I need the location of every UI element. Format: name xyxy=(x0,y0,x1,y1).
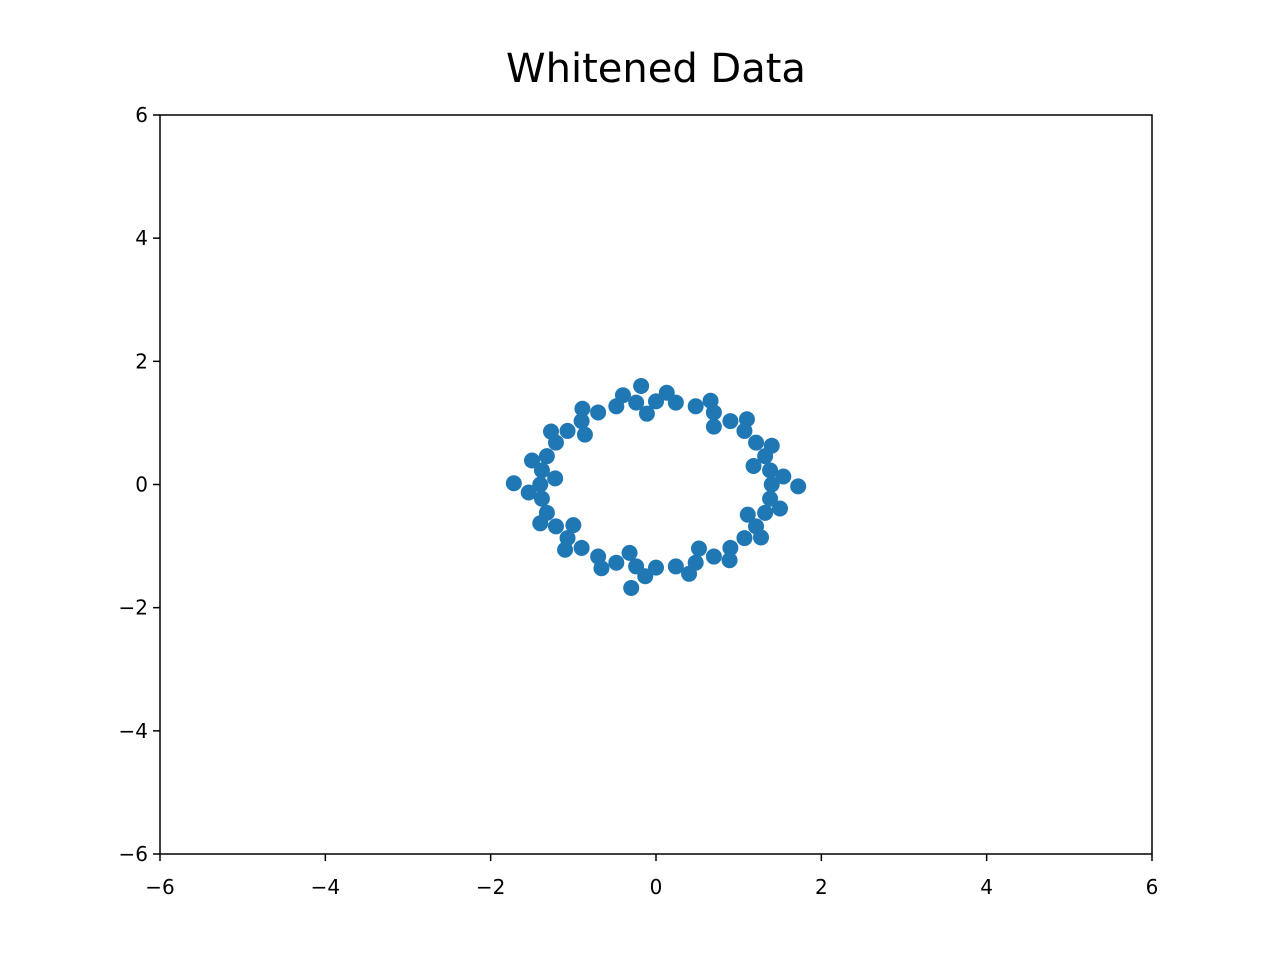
point xyxy=(638,405,655,422)
x-tick-label: 0 xyxy=(650,875,663,899)
y-tick-label: −2 xyxy=(119,596,148,620)
x-tick-label: −2 xyxy=(476,875,505,899)
y-tick-label: 2 xyxy=(135,349,148,373)
point xyxy=(573,413,590,430)
plot-frame xyxy=(159,114,1153,855)
point xyxy=(547,518,564,535)
point xyxy=(690,540,707,557)
point xyxy=(614,387,631,404)
point xyxy=(752,529,769,546)
point xyxy=(505,475,522,492)
x-tick-label: −4 xyxy=(311,875,340,899)
point xyxy=(574,400,591,417)
point xyxy=(757,504,774,521)
point xyxy=(637,568,654,585)
x-tick-label: 6 xyxy=(1146,875,1159,899)
point xyxy=(628,394,645,411)
y-tick-label: 0 xyxy=(135,473,148,497)
point xyxy=(590,404,607,421)
point xyxy=(748,434,765,451)
x-tick-label: −6 xyxy=(145,875,174,899)
point xyxy=(524,452,540,469)
point xyxy=(722,539,739,556)
point xyxy=(721,552,738,569)
point xyxy=(705,548,722,565)
x-tick-label: 2 xyxy=(815,875,828,899)
point xyxy=(658,384,675,401)
point xyxy=(702,392,719,409)
point xyxy=(705,418,722,435)
point xyxy=(576,426,593,443)
point xyxy=(762,490,779,507)
point xyxy=(736,530,753,547)
point xyxy=(745,458,762,475)
point xyxy=(573,539,590,556)
point xyxy=(532,515,549,532)
point xyxy=(533,462,550,479)
point xyxy=(739,506,756,523)
y-tick-label: −4 xyxy=(119,719,148,743)
point xyxy=(520,484,537,501)
point xyxy=(790,478,807,495)
point xyxy=(533,490,550,507)
point xyxy=(621,544,638,561)
point xyxy=(565,517,582,534)
point xyxy=(775,468,792,485)
point xyxy=(763,476,780,493)
point xyxy=(687,398,704,415)
point xyxy=(667,558,684,575)
point xyxy=(623,579,640,596)
point xyxy=(557,541,574,558)
point xyxy=(648,393,664,410)
point xyxy=(543,423,560,440)
point xyxy=(593,560,610,577)
point xyxy=(738,411,755,428)
x-tick-label: 4 xyxy=(980,875,993,899)
point xyxy=(722,413,739,430)
chart-title: Whitened Data xyxy=(506,46,806,92)
y-tick-label: 4 xyxy=(135,226,148,250)
point xyxy=(532,476,549,493)
point xyxy=(648,559,664,576)
point xyxy=(547,470,564,487)
y-tick-label: −6 xyxy=(119,842,148,866)
point xyxy=(633,377,650,394)
point xyxy=(538,448,555,465)
point xyxy=(762,462,779,479)
point xyxy=(681,565,698,582)
y-tick-label: 6 xyxy=(135,103,148,127)
point xyxy=(763,437,780,454)
point xyxy=(608,554,625,571)
point xyxy=(559,422,576,439)
point xyxy=(772,500,788,517)
